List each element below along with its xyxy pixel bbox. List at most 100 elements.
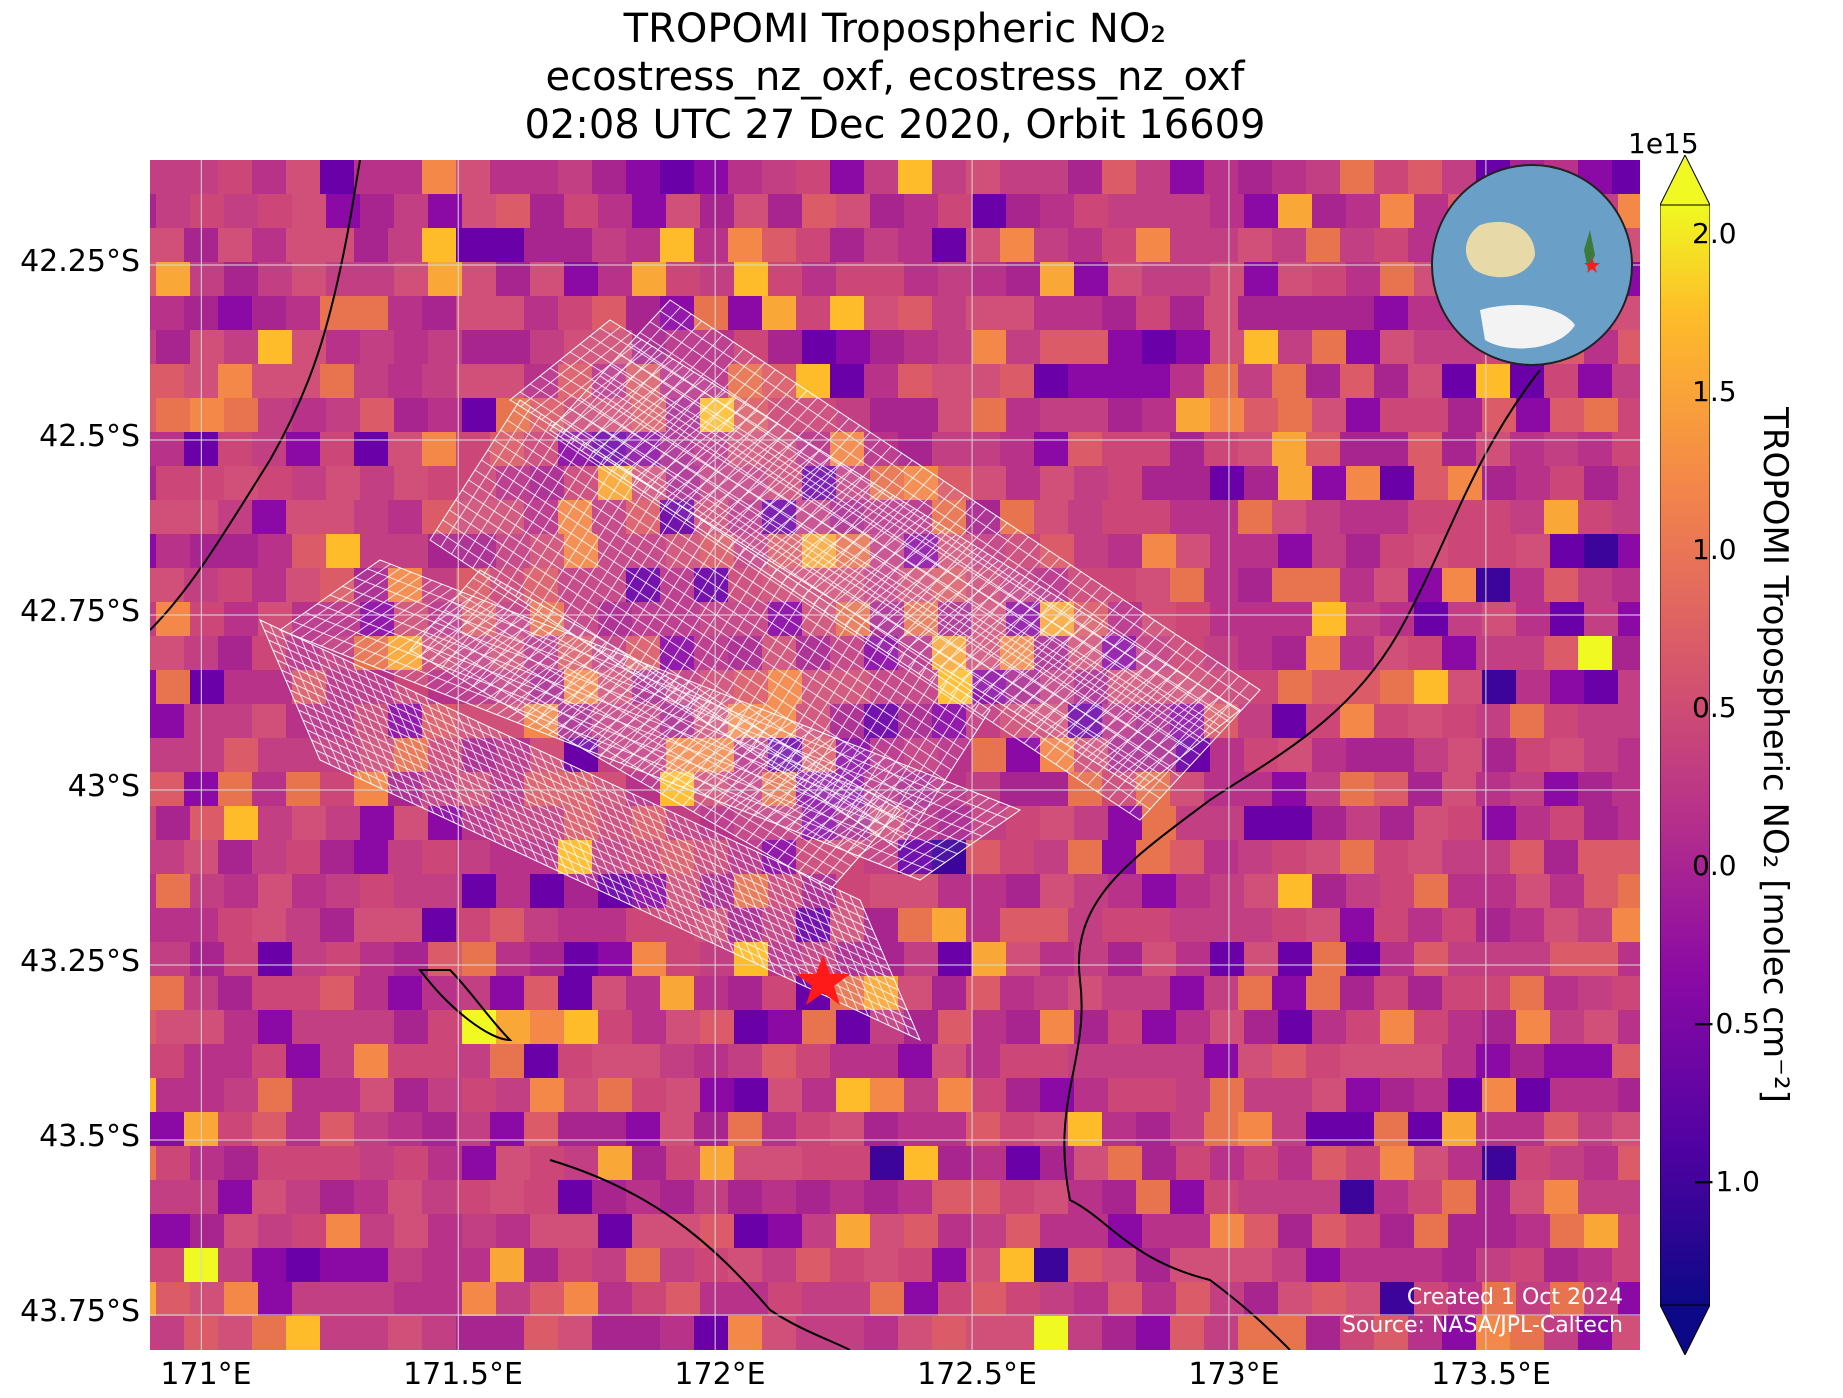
no2-pixel bbox=[666, 1078, 700, 1112]
no2-pixel bbox=[150, 840, 184, 874]
no2-pixel bbox=[1142, 1078, 1176, 1112]
no2-pixel bbox=[1340, 704, 1374, 738]
credit-created: Created 1 Oct 2024 bbox=[1406, 1285, 1623, 1310]
no2-pixel bbox=[224, 466, 258, 500]
no2-pixel bbox=[598, 1146, 632, 1180]
no2-pixel bbox=[354, 1180, 388, 1214]
no2-pixel bbox=[1204, 1112, 1238, 1146]
title-line-3: 02:08 UTC 27 Dec 2020, Orbit 16609 bbox=[524, 102, 1266, 148]
no2-pixel bbox=[1238, 568, 1272, 602]
no2-pixel bbox=[1584, 806, 1618, 840]
no2-pixel bbox=[1306, 568, 1340, 602]
no2-pixel bbox=[292, 262, 326, 296]
no2-pixel bbox=[666, 942, 700, 976]
no2-pixel bbox=[932, 160, 966, 194]
no2-pixel bbox=[1618, 330, 1640, 364]
no2-pixel bbox=[326, 1282, 360, 1316]
no2-pixel bbox=[1238, 500, 1272, 534]
no2-pixel bbox=[394, 1214, 428, 1248]
no2-pixel bbox=[1034, 364, 1068, 398]
no2-pixel bbox=[1442, 976, 1476, 1010]
no2-pixel bbox=[1210, 262, 1244, 296]
no2-pixel bbox=[1346, 1282, 1380, 1316]
no2-pixel bbox=[966, 364, 1000, 398]
no2-pixel bbox=[530, 194, 564, 228]
no2-pixel bbox=[1142, 534, 1176, 568]
no2-pixel bbox=[1374, 1044, 1408, 1078]
no2-pixel bbox=[156, 262, 190, 296]
no2-pixel bbox=[626, 1248, 660, 1282]
no2-pixel bbox=[1142, 1010, 1176, 1044]
no2-pixel bbox=[1550, 1282, 1584, 1316]
no2-pixel bbox=[1312, 874, 1346, 908]
no2-pixel bbox=[150, 908, 184, 942]
no2-pixel bbox=[394, 534, 428, 568]
no2-pixel bbox=[320, 1180, 354, 1214]
no2-pixel bbox=[1210, 602, 1244, 636]
no2-pixel bbox=[728, 568, 762, 602]
no2-pixel bbox=[1442, 1112, 1476, 1146]
no2-pixel bbox=[1578, 636, 1612, 670]
no2-pixel bbox=[1380, 1078, 1414, 1112]
no2-pixel bbox=[428, 1078, 462, 1112]
no2-pixel bbox=[524, 1112, 558, 1146]
no2-pixel bbox=[456, 840, 490, 874]
no2-pixel bbox=[320, 500, 354, 534]
no2-pixel bbox=[864, 228, 898, 262]
no2-pixel bbox=[830, 1044, 864, 1078]
no2-pixel bbox=[898, 1112, 932, 1146]
no2-pixel bbox=[972, 330, 1006, 364]
no2-pixel bbox=[1612, 364, 1640, 398]
no2-pixel bbox=[700, 942, 734, 976]
no2-pixel bbox=[1068, 772, 1102, 806]
no2-pixel bbox=[1550, 1146, 1584, 1180]
no2-pixel bbox=[1578, 568, 1612, 602]
colorbar bbox=[1660, 155, 1710, 1355]
no2-pixel bbox=[1578, 704, 1612, 738]
no2-pixel bbox=[598, 262, 632, 296]
no2-pixel bbox=[1544, 908, 1578, 942]
no2-pixel bbox=[836, 1146, 870, 1180]
no2-pixel bbox=[1510, 364, 1544, 398]
no2-pixel bbox=[1000, 1112, 1034, 1146]
no2-pixel bbox=[1000, 976, 1034, 1010]
no2-pixel bbox=[190, 602, 224, 636]
no2-pixel bbox=[394, 398, 428, 432]
no2-pixel bbox=[864, 296, 898, 330]
no2-pixel bbox=[1278, 1146, 1312, 1180]
no2-pixel bbox=[1142, 262, 1176, 296]
no2-pixel bbox=[1510, 840, 1544, 874]
no2-pixel bbox=[428, 1146, 462, 1180]
no2-pixel bbox=[1000, 772, 1034, 806]
no2-pixel bbox=[428, 330, 462, 364]
no2-pixel bbox=[1102, 1248, 1136, 1282]
no2-pixel bbox=[1442, 500, 1476, 534]
no2-pixel bbox=[1618, 874, 1640, 908]
no2-pixel bbox=[1408, 1316, 1442, 1350]
lat-tick-4: 43.25°S bbox=[20, 944, 140, 979]
no2-pixel bbox=[1612, 636, 1640, 670]
no2-pixel bbox=[252, 568, 286, 602]
no2-pixel bbox=[1408, 1112, 1442, 1146]
no2-pixel bbox=[734, 262, 768, 296]
no2-pixel bbox=[1380, 670, 1414, 704]
no2-pixel bbox=[150, 296, 184, 330]
no2-pixel bbox=[1414, 1282, 1448, 1316]
no2-pixel bbox=[1040, 534, 1074, 568]
no2-pixel bbox=[326, 1078, 360, 1112]
no2-pixel bbox=[660, 1044, 694, 1078]
no2-pixel bbox=[394, 874, 428, 908]
no2-pixel bbox=[1510, 636, 1544, 670]
no2-pixel bbox=[1618, 942, 1640, 976]
no2-pixel bbox=[456, 1044, 490, 1078]
no2-pixel bbox=[972, 874, 1006, 908]
no2-pixel bbox=[1238, 840, 1272, 874]
no2-pixel bbox=[218, 364, 252, 398]
no2-pixel bbox=[326, 1010, 360, 1044]
no2-pixel bbox=[1510, 432, 1544, 466]
no2-pixel bbox=[1312, 602, 1346, 636]
no2-pixel bbox=[898, 1316, 932, 1350]
no2-pixel bbox=[320, 1112, 354, 1146]
no2-pixel bbox=[1204, 908, 1238, 942]
no2-pixel bbox=[150, 704, 184, 738]
